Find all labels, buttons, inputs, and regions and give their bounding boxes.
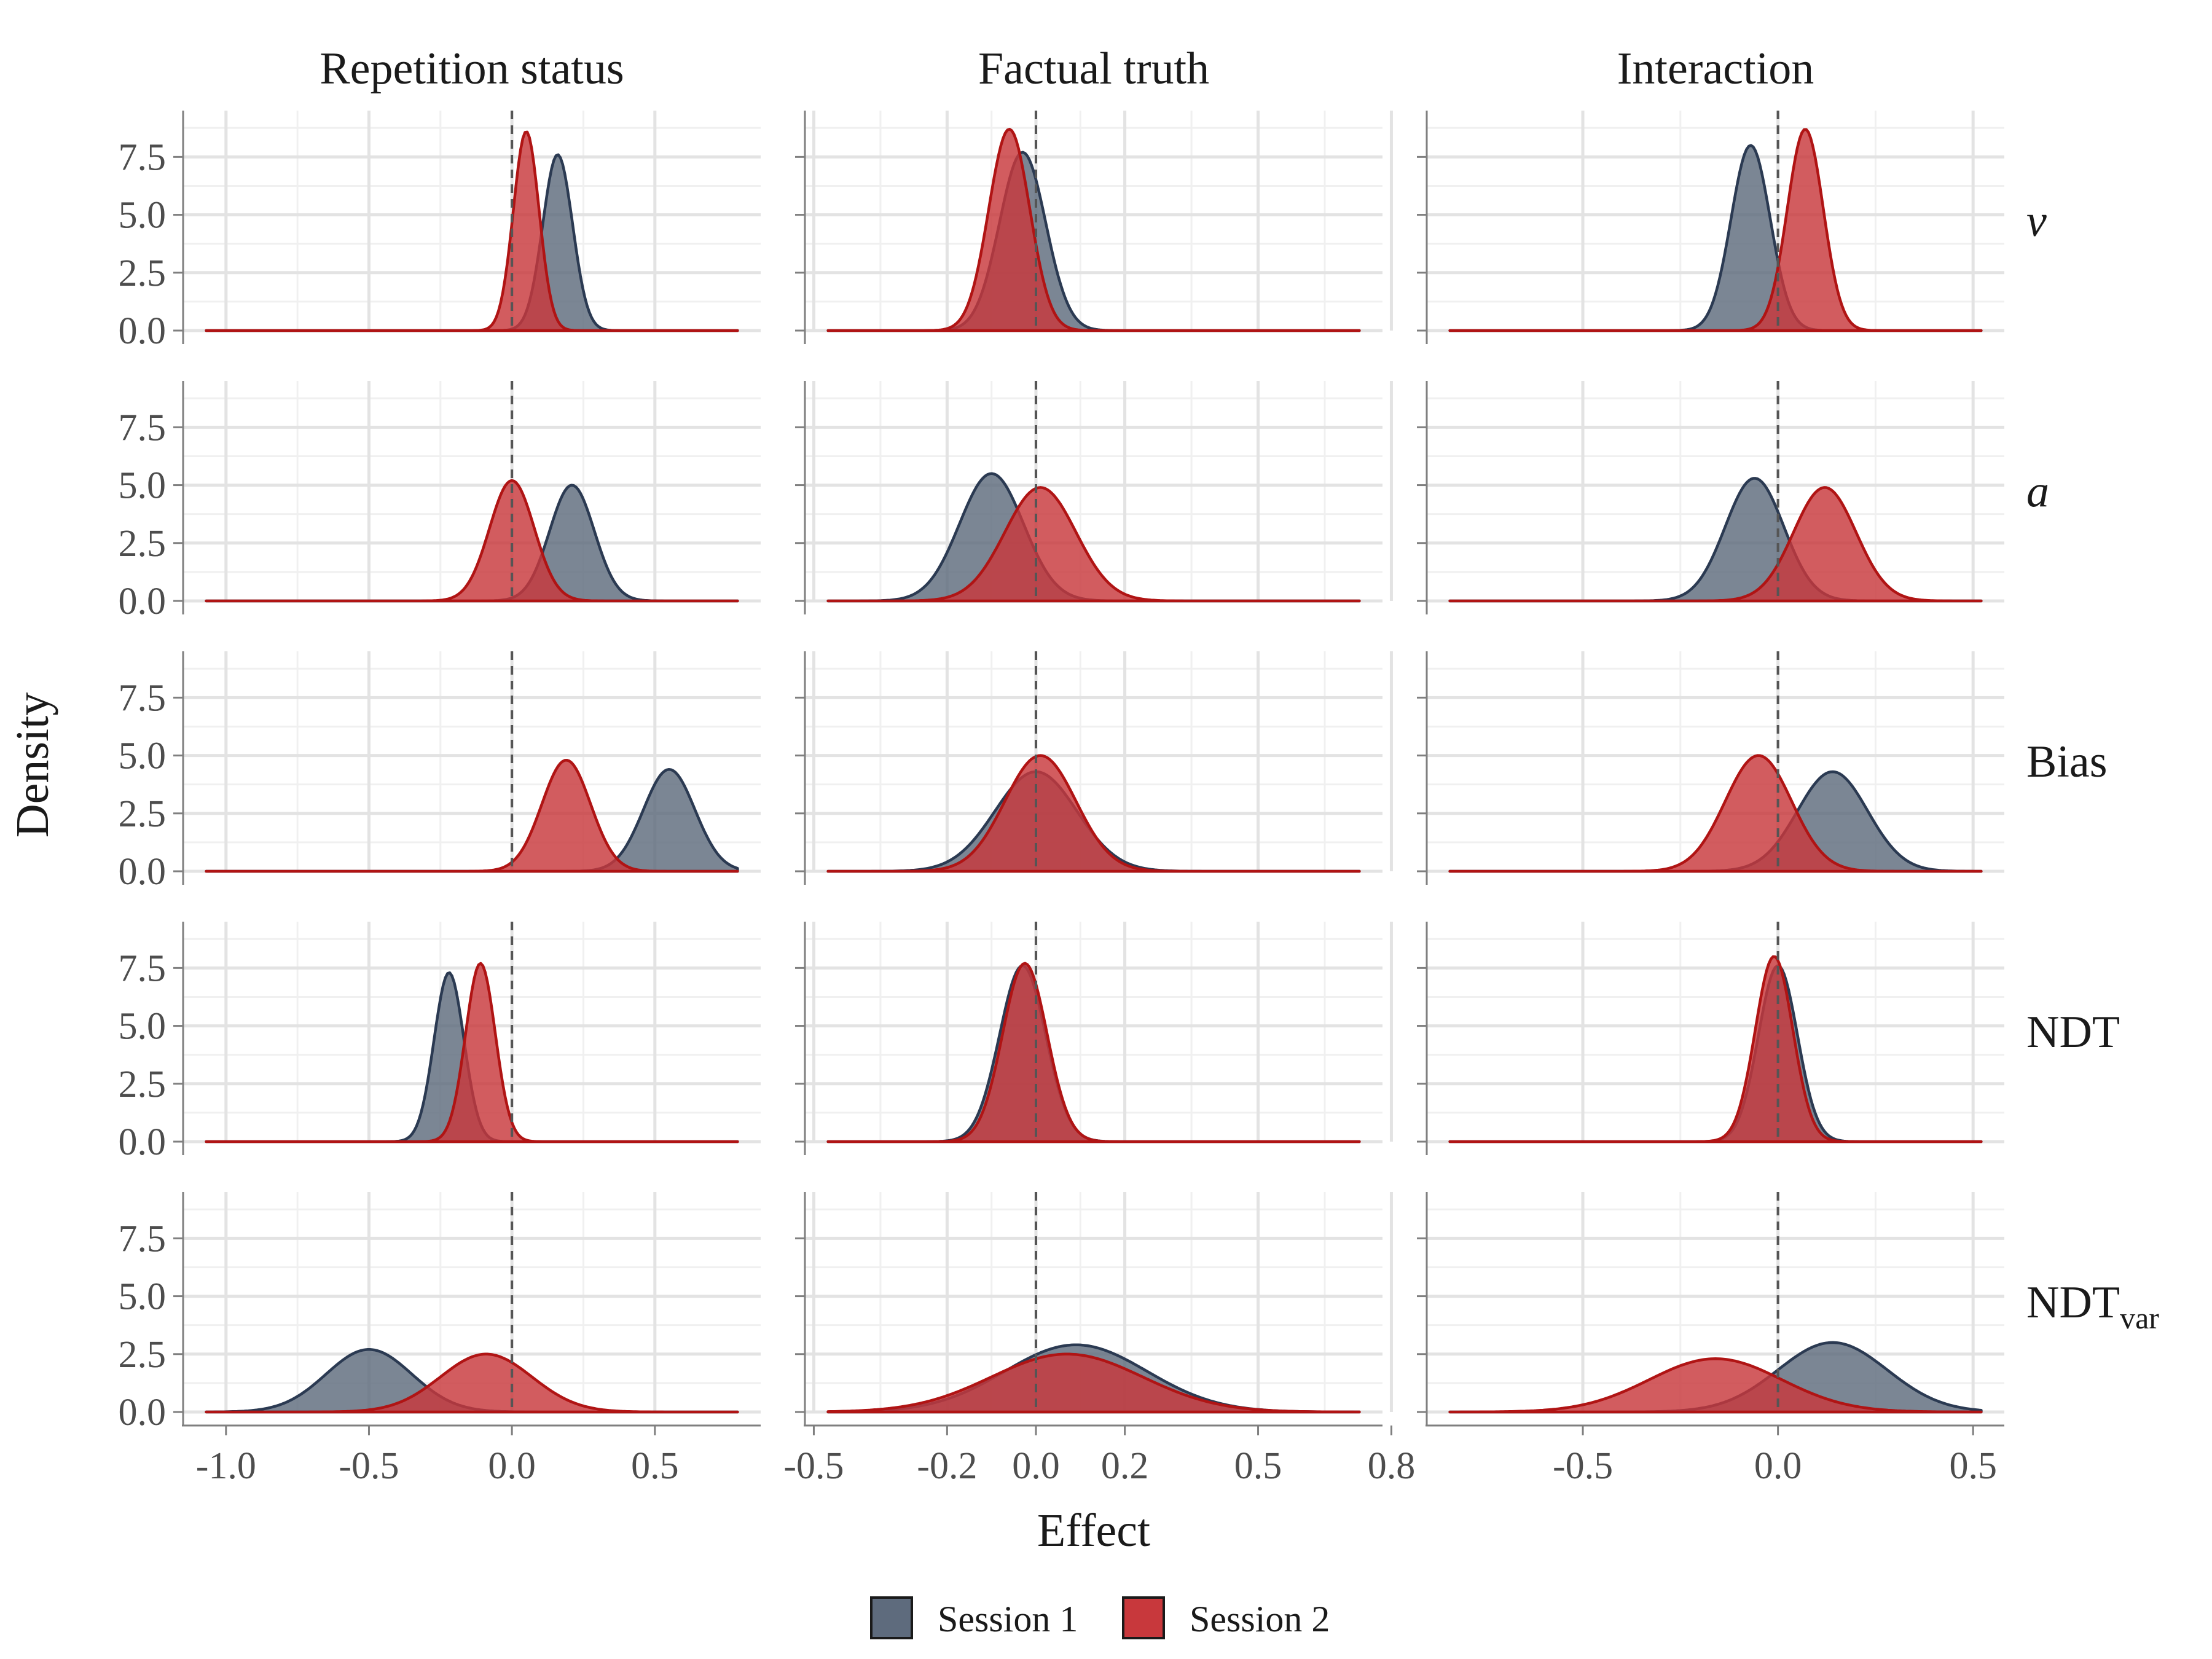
column-title-factual-truth: Factual truth <box>978 44 1209 94</box>
column-title-interaction: Interaction <box>1617 44 1814 94</box>
density-session-1-r0c1 <box>826 151 1361 332</box>
labels: Repetition status 0.0 2.5 5.0 7.5 0.0 2.5 5.0 7.… <box>119 44 2160 1487</box>
legend-label-session-2: Session 2 <box>1190 1599 1330 1639</box>
x-tick-label-col0: 0.5 <box>631 1445 679 1487</box>
y-tick-label-r1c0: 5.0 <box>119 465 167 507</box>
x-tick-label-col2: 0.0 <box>1754 1445 1802 1487</box>
density-session-2-r3c2 <box>1448 955 1983 1143</box>
y-tick-label-r3c0: 2.5 <box>119 1064 167 1105</box>
y-tick-label-r0c0: 0.0 <box>119 310 167 352</box>
density-session-2-r4c2 <box>1448 1357 1983 1414</box>
x-tick-label-col0: 0.0 <box>488 1445 536 1487</box>
y-tick-label-r0c0: 2.5 <box>119 253 167 294</box>
x-tick-label-col1: -0.5 <box>783 1445 844 1487</box>
x-tick-label-col0: -1.0 <box>196 1445 256 1487</box>
density-session-2-r1c1 <box>826 486 1361 603</box>
row-label-a: a <box>2026 466 2049 517</box>
y-tick-label-r2c0: 5.0 <box>119 735 167 777</box>
y-tick-label-r0c0: 7.5 <box>119 136 167 178</box>
x-tick-label-col1: -0.2 <box>917 1445 977 1487</box>
legend-swatch-session-1 <box>870 1596 913 1639</box>
legend-swatch-session-2 <box>1122 1596 1165 1639</box>
density-session-1-r3c1 <box>826 964 1361 1143</box>
density-session-2-r0c1 <box>826 127 1361 332</box>
axes <box>173 111 2004 1435</box>
row-label-subscript: var <box>2120 1301 2159 1335</box>
density-session-2-r4c1 <box>826 1352 1361 1414</box>
density-session-2-r0c0 <box>205 130 739 332</box>
y-tick-label-r3c0: 0.0 <box>119 1121 167 1163</box>
y-tick-label-r1c0: 7.5 <box>119 407 167 449</box>
x-tick-label-col2: -0.5 <box>1553 1445 1613 1487</box>
reference-lines <box>511 111 1779 1412</box>
density-session-1-r1c2 <box>1448 477 1983 603</box>
y-tick-label-r3c0: 5.0 <box>119 1006 167 1048</box>
density-session-2-r1c0 <box>205 479 739 603</box>
legend-label-session-1: Session 1 <box>938 1599 1078 1639</box>
y-tick-label-r2c0: 2.5 <box>119 793 167 835</box>
row-label-bias: Bias <box>2026 737 2108 787</box>
x-tick-label-col1: 0.0 <box>1012 1445 1060 1487</box>
density-session-2-r2c1 <box>826 754 1361 873</box>
density-session-2-r4c0 <box>205 1352 739 1414</box>
x-axis-title: Effect <box>1037 1505 1150 1556</box>
x-tick-label-col0: -0.5 <box>339 1445 399 1487</box>
y-axis-title: Density <box>7 692 58 837</box>
density-session-2-r3c1 <box>826 962 1361 1143</box>
y-tick-label-r1c0: 0.0 <box>119 581 167 622</box>
density-session-1-r0c2 <box>1448 144 1983 332</box>
y-tick-label-r1c0: 2.5 <box>119 523 167 565</box>
y-tick-label-r2c0: 0.0 <box>119 851 167 893</box>
density-areas <box>205 127 1983 1414</box>
y-tick-label-r4c0: 5.0 <box>119 1276 167 1318</box>
x-tick-label-col1: 0.5 <box>1234 1445 1282 1487</box>
x-tick-label-col1: 0.2 <box>1101 1445 1149 1487</box>
y-tick-label-r4c0: 2.5 <box>119 1334 167 1376</box>
density-session-1-r3c2 <box>1448 964 1983 1143</box>
y-tick-label-r4c0: 0.0 <box>119 1392 167 1433</box>
density-session-2-r3c0 <box>205 962 739 1143</box>
x-tick-label-col2: 0.5 <box>1949 1445 1997 1487</box>
row-label-ndtvar: NDTvar <box>2026 1277 2159 1335</box>
y-tick-label-r2c0: 7.5 <box>119 677 167 719</box>
row-label-ndt: NDT <box>2026 1007 2120 1057</box>
column-title-repetition-status: Repetition status <box>320 44 624 94</box>
density-session-1-r0c0 <box>205 153 739 332</box>
density-session-2-r1c2 <box>1448 486 1983 603</box>
y-tick-label-r4c0: 7.5 <box>119 1218 167 1260</box>
density-session-2-r0c2 <box>1448 128 1983 332</box>
y-tick-label-r0c0: 5.0 <box>119 195 167 237</box>
density-session-2-r2c2 <box>1448 754 1983 873</box>
x-tick-label-col1: 0.8 <box>1368 1445 1416 1487</box>
density-session-2-r2c0 <box>205 758 739 873</box>
row-label-v: v <box>2026 196 2047 246</box>
legend: Session 1 Session 2 <box>870 1596 1330 1639</box>
y-tick-label-r3c0: 7.5 <box>119 947 167 989</box>
